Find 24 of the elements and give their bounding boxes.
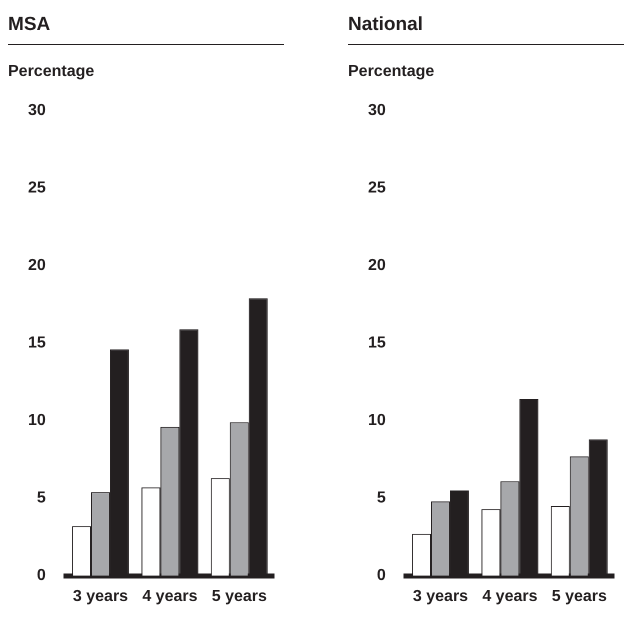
x-tick-label: 5 years: [212, 588, 267, 605]
x-tick-label: 5 years: [552, 588, 607, 605]
y-tick-label: 0: [36, 567, 46, 584]
y-tick-label: 15: [28, 334, 46, 352]
y-tick-label: 25: [368, 180, 386, 197]
y-tick-label: 15: [368, 334, 386, 352]
y-axis-title: Percentage: [348, 63, 436, 81]
y-tick-label: 5: [36, 490, 46, 507]
chart-title: MSA: [8, 8, 284, 45]
y-tick-label: 30: [28, 102, 46, 120]
x-tick-label: 3 years: [412, 588, 468, 605]
y-tick-label: 20: [28, 257, 46, 274]
y-tick-label: 10: [368, 412, 386, 430]
x-tick-label: 4 years: [142, 588, 198, 605]
y-tick-label: 5: [376, 490, 386, 507]
x-tick-label: 4 years: [482, 588, 538, 605]
y-tick-label: 0: [376, 567, 386, 584]
y-tick-label: 10: [28, 412, 46, 430]
chart-title: National: [348, 8, 624, 45]
x-tick-label: 3 years: [72, 588, 128, 605]
y-tick-label: 25: [28, 180, 46, 197]
y-tick-label: 20: [368, 257, 386, 274]
y-axis-title: Percentage: [8, 63, 96, 81]
y-tick-label: 30: [368, 102, 386, 120]
